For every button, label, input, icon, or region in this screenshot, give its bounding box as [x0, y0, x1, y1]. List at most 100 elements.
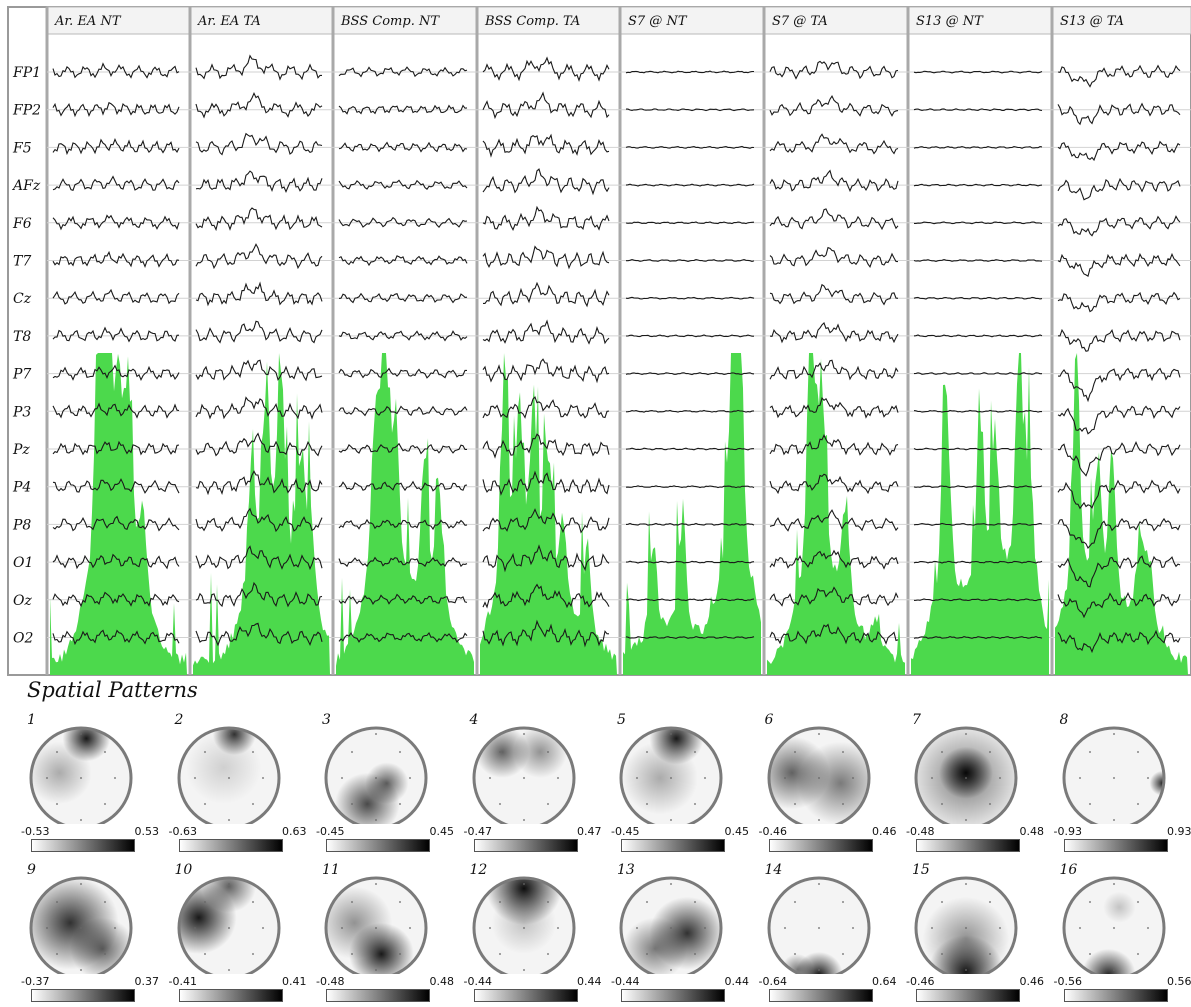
map-min-value: -0.46 — [906, 975, 934, 988]
map-max-value: 0.47 — [577, 825, 602, 838]
channel-label: P4 — [12, 480, 31, 496]
electrode-dot — [523, 733, 525, 735]
electrode-dot — [670, 777, 672, 779]
scalp-topography — [470, 862, 590, 974]
electrode-dot — [1137, 803, 1139, 805]
electrode-dot — [252, 803, 254, 805]
electrode-dot — [842, 751, 844, 753]
electrode-dot — [252, 901, 254, 903]
electrode-dot — [523, 777, 525, 779]
electrode-dot — [557, 927, 559, 929]
electrode-dot — [1089, 901, 1091, 903]
electrode-dot — [104, 901, 106, 903]
column-header: S7 @ NT — [628, 14, 688, 29]
colorbar — [916, 989, 1020, 1002]
electrode-dot — [1113, 777, 1115, 779]
electrode-dot — [228, 927, 230, 929]
column-header: Ar. EA TA — [197, 14, 261, 29]
colorbar — [621, 989, 725, 1002]
electrode-dot — [499, 751, 501, 753]
electrode-dot — [965, 733, 967, 735]
channel-label: Cz — [13, 291, 32, 307]
spatial-patterns-title: Spatial Patterns — [27, 678, 198, 702]
channel-label: FP2 — [12, 103, 41, 119]
electrode-dot — [228, 777, 230, 779]
electrode-dot — [999, 777, 1001, 779]
electrode-dot — [228, 819, 230, 821]
column-header: S13 @ NT — [916, 14, 984, 29]
electrode-dot — [399, 751, 401, 753]
electrode-dot — [818, 883, 820, 885]
electrode-dot — [704, 927, 706, 929]
electrode-dot — [56, 751, 58, 753]
electrode-dot — [523, 883, 525, 885]
channel-label: P7 — [12, 367, 31, 383]
map-min-value: -0.41 — [169, 975, 197, 988]
electrode-dot — [547, 803, 549, 805]
electrode-dot — [80, 883, 82, 885]
electrode-dot — [252, 751, 254, 753]
electrode-dot — [1113, 927, 1115, 929]
electrode-dot — [636, 777, 638, 779]
map-min-value: -0.44 — [611, 975, 639, 988]
electrode-dot — [228, 969, 230, 971]
scalp-topography — [27, 712, 147, 824]
channel-label: P3 — [12, 404, 31, 420]
electrode-dot — [965, 777, 967, 779]
electrode-dot — [852, 777, 854, 779]
electrode-dot — [80, 777, 82, 779]
channel-label: Oz — [13, 593, 32, 609]
map-max-value: 0.37 — [135, 975, 160, 988]
scalp-topography — [322, 712, 442, 824]
electrode-dot — [784, 927, 786, 929]
electrode-dot — [557, 777, 559, 779]
electrode-dot — [375, 777, 377, 779]
electrode-dot — [114, 927, 116, 929]
electrode-dot — [646, 953, 648, 955]
map-min-value: -0.45 — [316, 825, 344, 838]
colorbar — [326, 989, 430, 1002]
electrode-dot — [351, 803, 353, 805]
electrode-dot — [409, 927, 411, 929]
electrode-dot — [80, 733, 82, 735]
electrode-dot — [989, 901, 991, 903]
scalp-topography — [912, 862, 1032, 974]
colorbar — [1064, 839, 1168, 852]
electrode-dot — [1113, 883, 1115, 885]
electrode-dot — [375, 927, 377, 929]
electrode-dot — [547, 751, 549, 753]
electrode-dot — [194, 777, 196, 779]
electrode-dot — [375, 883, 377, 885]
electrode-dot — [228, 883, 230, 885]
electrode-dot — [794, 953, 796, 955]
electrode-dot — [409, 777, 411, 779]
colorbar — [179, 989, 283, 1002]
map-max-value: 0.48 — [1020, 825, 1045, 838]
electrode-dot — [941, 953, 943, 955]
map-max-value: 0.41 — [282, 975, 307, 988]
electrode-dot — [262, 777, 264, 779]
electrode-dot — [931, 927, 933, 929]
map-max-value: 0.53 — [135, 825, 160, 838]
electrode-dot — [204, 803, 206, 805]
electrode-dot — [694, 953, 696, 955]
electrode-dot — [670, 883, 672, 885]
channel-label: FP1 — [12, 65, 41, 81]
electrode-dot — [489, 777, 491, 779]
electrode-dot — [1113, 969, 1115, 971]
electrode-dot — [351, 953, 353, 955]
electrode-dot — [670, 927, 672, 929]
electrode-dot — [941, 751, 943, 753]
electrode-dot — [818, 927, 820, 929]
map-min-value: -0.37 — [21, 975, 49, 988]
electrode-dot — [114, 777, 116, 779]
electrode-dot — [80, 819, 82, 821]
scalp-topography — [322, 862, 442, 974]
channel-label: T8 — [13, 329, 31, 345]
channel-label: O2 — [13, 631, 33, 647]
